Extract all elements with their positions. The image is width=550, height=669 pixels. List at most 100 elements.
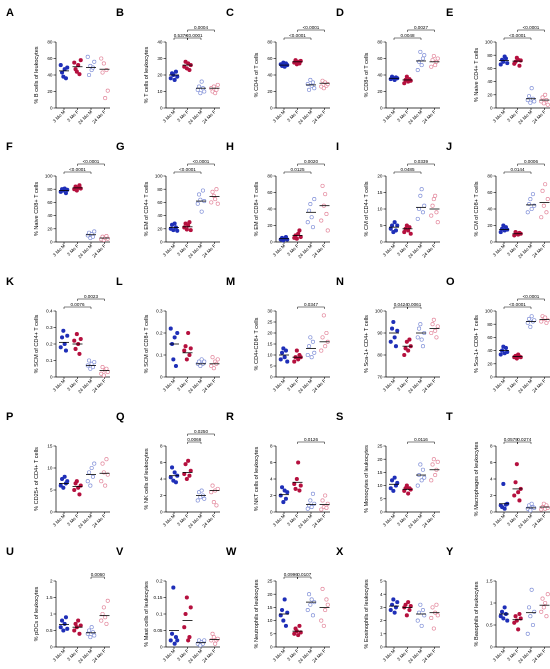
y-tick-label: 8: [160, 444, 163, 449]
data-point: [213, 197, 218, 202]
data-point: [419, 623, 424, 628]
data-point: [183, 344, 188, 349]
data-point: [431, 53, 436, 59]
data-point: [389, 478, 395, 483]
data-point: [402, 230, 407, 235]
data-point: [319, 348, 324, 353]
data-point: [278, 357, 283, 362]
data-point: [323, 192, 328, 197]
x-tick-label: 24 Mo M: [407, 109, 423, 125]
comparison-bracket: [187, 29, 215, 32]
data-point: [309, 215, 314, 220]
data-point: [202, 496, 207, 501]
data-point: [211, 193, 216, 198]
panel-label: O: [446, 276, 455, 288]
data-point: [321, 313, 326, 318]
data-point: [202, 638, 207, 643]
data-point: [215, 357, 220, 362]
data-point: [103, 96, 108, 101]
data-point: [433, 193, 438, 198]
data-point: [430, 605, 435, 610]
data-point: [105, 88, 110, 93]
x-tick-label: 24 Mo M: [407, 648, 423, 664]
x-tick-label: 24 Mo M: [297, 378, 313, 394]
data-point: [306, 87, 312, 92]
x-tick-label: 3 Mo M: [162, 243, 176, 257]
data-point: [435, 613, 440, 618]
x-tick-label: 3 Mo M: [382, 648, 396, 662]
y-tick-label: 15: [267, 342, 273, 347]
y-tick-label: 100: [485, 40, 493, 45]
data-point: [305, 506, 310, 511]
data-point: [182, 471, 187, 477]
y-tick-label: 20: [377, 89, 383, 94]
x-tick-label: 24 Mo F: [421, 378, 437, 394]
x-tick-label: 24 Mo M: [517, 378, 533, 394]
y-tick-label: 0.1: [156, 612, 163, 617]
data-point: [292, 359, 297, 364]
y-tick-label: 0.1: [46, 358, 53, 363]
data-point: [85, 479, 90, 484]
data-point: [77, 183, 82, 188]
y-tick-label: 0: [160, 106, 163, 111]
data-point: [407, 607, 412, 613]
panel-label: J: [446, 141, 452, 153]
data-point: [213, 641, 218, 646]
data-point: [188, 346, 193, 351]
data-point: [63, 191, 69, 196]
y-axis-label: % SCM of CD4+ T cells: [34, 314, 40, 373]
data-point: [393, 344, 399, 349]
data-point: [168, 76, 173, 81]
data-point: [544, 614, 549, 619]
x-tick-label: 24 Mo M: [77, 378, 93, 394]
data-point: [184, 227, 189, 232]
x-tick-label: 24 Mo M: [517, 109, 533, 125]
data-point: [420, 607, 426, 613]
data-point: [196, 192, 202, 197]
panel-label: E: [446, 7, 453, 19]
comparison-bracket: [297, 441, 325, 444]
data-point: [325, 228, 330, 233]
data-point: [199, 209, 204, 214]
comparison-bracket: [503, 306, 532, 309]
data-point: [325, 602, 330, 607]
data-point: [512, 493, 517, 498]
data-point: [74, 479, 79, 484]
y-tick-label: 40: [47, 73, 53, 78]
y-tick-label: 80: [47, 187, 53, 192]
data-point: [175, 228, 180, 233]
data-point: [545, 592, 550, 597]
y-tick-label: 1: [50, 612, 53, 617]
comparison-bracket: [77, 163, 105, 166]
x-tick-label: 24 Mo F: [311, 513, 327, 529]
data-point: [173, 69, 179, 74]
data-point: [525, 631, 530, 636]
data-point: [296, 357, 301, 362]
x-tick-label: 24 Mo F: [311, 109, 327, 125]
data-point: [319, 507, 324, 512]
p-value-label: <0.0001: [509, 302, 526, 307]
data-point: [530, 192, 536, 197]
data-point: [76, 618, 81, 623]
x-tick-label: 24 Mo F: [421, 648, 437, 664]
data-point: [320, 335, 325, 340]
data-point: [183, 221, 188, 226]
comparison-bracket: [503, 37, 532, 40]
data-point: [540, 596, 545, 601]
data-point: [429, 213, 434, 218]
y-tick-label: 80: [47, 40, 53, 45]
data-point: [419, 63, 424, 68]
data-point: [392, 335, 397, 340]
y-axis-label: % CD4+ of T cells: [254, 52, 260, 97]
y-tick-label: 0.5: [46, 628, 53, 633]
panel-label: S: [336, 411, 343, 423]
data-point: [306, 208, 312, 213]
data-point: [503, 345, 509, 351]
data-point: [310, 225, 316, 230]
data-point: [416, 206, 422, 212]
y-axis-label: % pDCs of leukocytes: [34, 586, 40, 641]
data-point: [543, 92, 548, 97]
data-point: [62, 341, 67, 347]
